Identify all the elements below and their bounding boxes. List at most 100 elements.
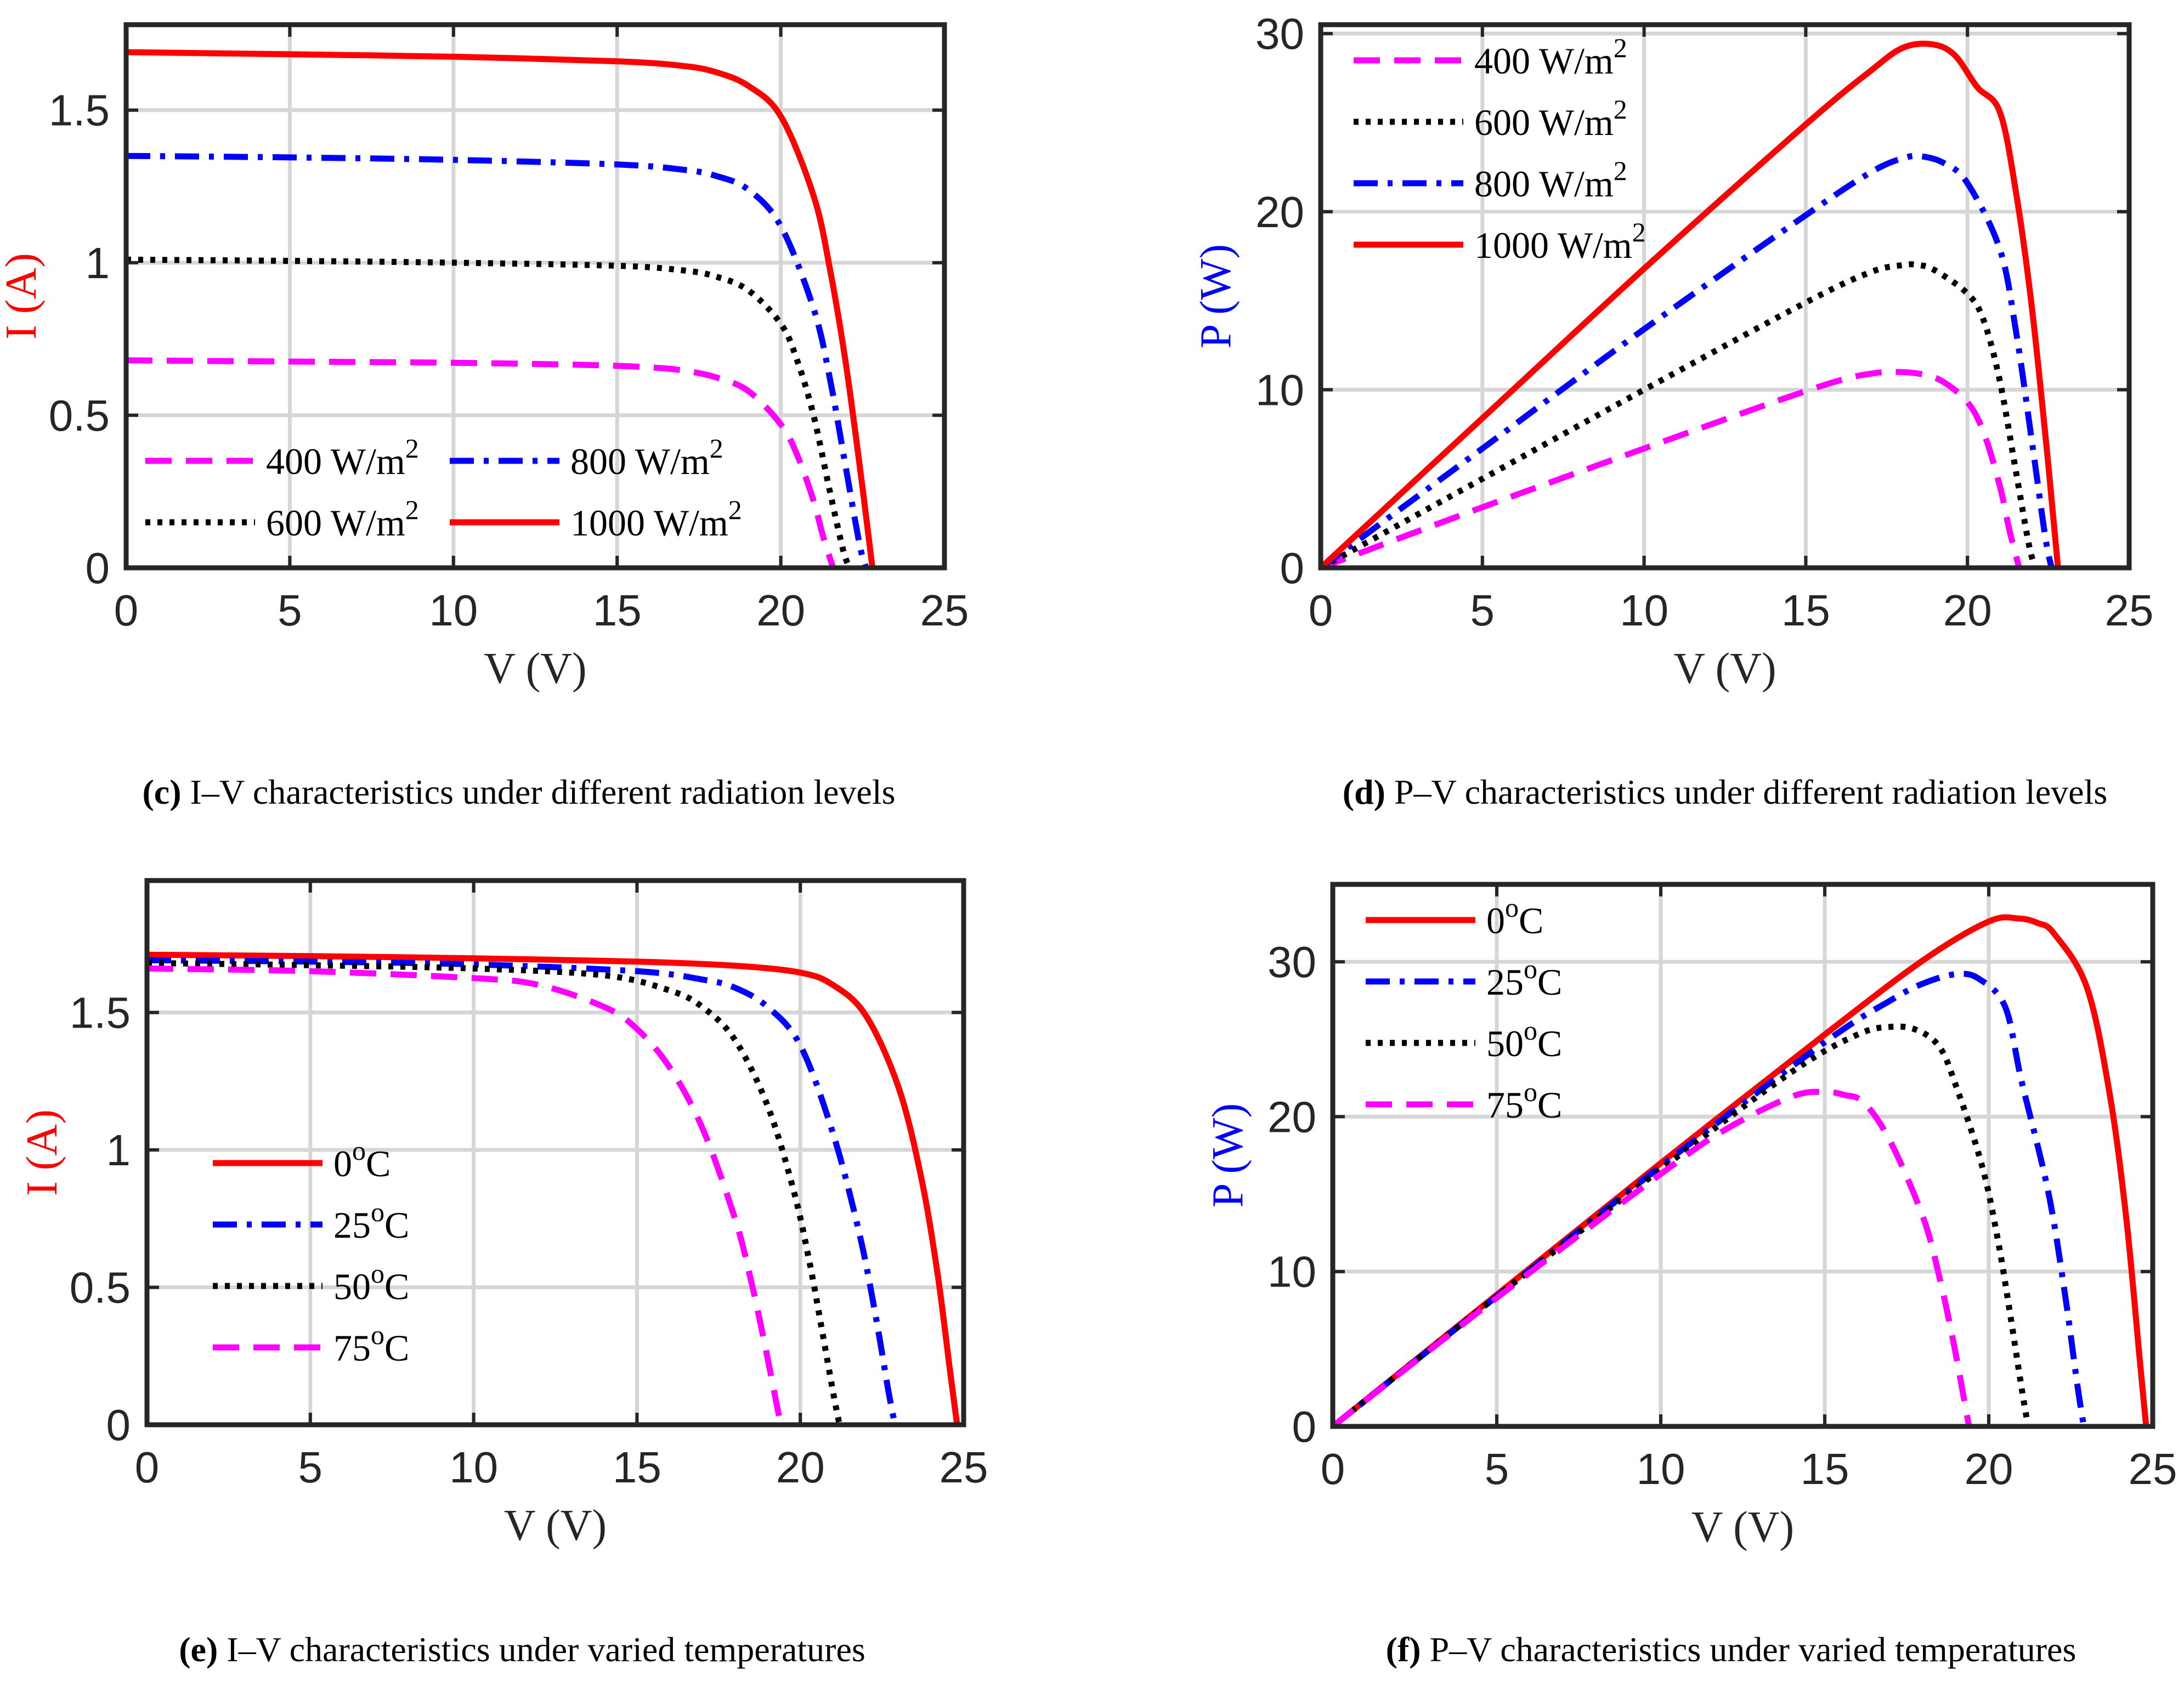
legend-label: 400 W/m2 — [266, 433, 419, 482]
x-tick-label: 10 — [1620, 586, 1668, 635]
legend-label-superscript: o — [1505, 892, 1519, 923]
legend-label-text: 1000 W/m — [1474, 224, 1632, 266]
legend-label-text: 0 — [1486, 900, 1505, 941]
legend-label-superscript: o — [371, 1197, 384, 1227]
x-tick-label: 5 — [298, 1443, 323, 1492]
y-tick-label: 1 — [86, 239, 110, 287]
legend-label-superscript: o — [371, 1258, 384, 1289]
y-tick-label: 0.5 — [70, 1263, 131, 1312]
plot-area — [1333, 884, 2153, 1426]
legend-label-text: 75 — [1486, 1084, 1524, 1126]
x-tick-label: 0 — [1309, 586, 1333, 635]
legend-label-unit: C — [1519, 900, 1543, 941]
legend-label-superscript: 2 — [405, 494, 419, 525]
x-tick-label: 15 — [613, 1443, 661, 1492]
legend-label: 50oC — [333, 1258, 409, 1307]
legend-label-superscript: o — [352, 1135, 366, 1166]
series-line — [1321, 261, 2039, 568]
legend-label-superscript: o — [1524, 953, 1537, 984]
legend-label-text: 400 W/m — [266, 441, 405, 482]
legend-label-unit: C — [1537, 1084, 1562, 1126]
legend-label: 0oC — [1486, 892, 1543, 941]
series-line — [126, 49, 876, 568]
legend-label-superscript: 2 — [1614, 94, 1627, 125]
legend-label-superscript: 2 — [728, 494, 742, 525]
panel-caption-letter: (f) — [1386, 1630, 1421, 1669]
series-line — [147, 965, 784, 1425]
series-line — [1333, 971, 2087, 1426]
plot-area — [126, 25, 944, 568]
x-tick-label: 10 — [1637, 1445, 1685, 1493]
legend-label: 1000 W/m2 — [570, 494, 742, 544]
x-tick-label: 15 — [593, 586, 642, 635]
x-tick-label: 15 — [1801, 1445, 1849, 1493]
legend-label-text: 25 — [333, 1204, 371, 1246]
legend-label: 600 W/m2 — [266, 494, 419, 544]
panel-caption-text: P–V characteristics under varied tempera… — [1421, 1630, 2077, 1669]
legend-label: 800 W/m2 — [570, 433, 723, 482]
legend-label-text: 1000 W/m — [570, 502, 728, 544]
legend-label-unit: C — [384, 1204, 409, 1246]
x-tick-label: 20 — [776, 1443, 825, 1492]
axes-frame — [1318, 22, 2132, 571]
y-tick-label: 20 — [1255, 188, 1304, 236]
panel-caption: (e) I–V characteristics under varied tem… — [179, 1630, 865, 1669]
legend-label-text: 800 W/m — [570, 441, 710, 482]
panel-caption-text: P–V characteristics under different radi… — [1385, 772, 2107, 811]
legend-label-unit: C — [384, 1266, 409, 1307]
legend-label-text: 75 — [333, 1327, 371, 1369]
legend-label-superscript: o — [1524, 1015, 1537, 1046]
x-tick-label: 10 — [429, 586, 478, 635]
x-tick-label: 25 — [2105, 586, 2154, 635]
y-tick-label: 0 — [106, 1401, 131, 1449]
panel-caption-letter: (d) — [1343, 772, 1385, 811]
y-tick-label: 30 — [1255, 9, 1304, 58]
y-tick-label: 10 — [1268, 1248, 1316, 1296]
legend-label-text: 50 — [1486, 1023, 1524, 1064]
legend-label-superscript: 2 — [1632, 217, 1646, 247]
x-tick-label: 5 — [1470, 586, 1495, 635]
x-tick-label: 0 — [135, 1443, 160, 1492]
axes-frame — [1330, 882, 2155, 1429]
legend-label-text: 0 — [333, 1143, 352, 1184]
legend-label-superscript: 2 — [1614, 155, 1627, 186]
y-axis-label: P (W) — [1204, 1103, 1252, 1208]
x-axis-label: V (V) — [1691, 1503, 1794, 1551]
panel-caption-text: I–V characteristics under different radi… — [182, 772, 896, 811]
y-tick-label: 0 — [1292, 1402, 1317, 1451]
series-line — [126, 256, 853, 568]
legend-label-unit: C — [1537, 1023, 1562, 1064]
y-tick-label: 1.5 — [70, 988, 131, 1037]
panel-caption-letter: (e) — [179, 1630, 218, 1669]
series-line — [1321, 369, 2022, 568]
legend-label: 0oC — [333, 1135, 391, 1184]
x-tick-label: 5 — [1485, 1445, 1509, 1493]
plot-area — [1321, 25, 2129, 568]
axes-frame — [123, 22, 947, 571]
legend-label: 25oC — [1486, 953, 1562, 1003]
legend-label-superscript: o — [1524, 1076, 1537, 1107]
x-axis-label: V (V) — [504, 1502, 607, 1550]
legend-label-unit: C — [1537, 961, 1562, 1003]
x-tick-label: 25 — [2129, 1445, 2177, 1493]
panel-caption-letter: (c) — [142, 772, 181, 811]
y-tick-label: 0 — [1280, 544, 1305, 593]
x-tick-label: 15 — [1781, 586, 1830, 635]
x-tick-label: 25 — [940, 1443, 988, 1492]
legend-label: 800 W/m2 — [1474, 155, 1627, 205]
legend-label-superscript: 2 — [1614, 32, 1627, 63]
legend-label-superscript: 2 — [405, 433, 419, 464]
x-tick-label: 20 — [1943, 586, 1992, 635]
series-line — [1321, 41, 2061, 568]
legend-label: 25oC — [333, 1197, 409, 1246]
series-line — [147, 951, 960, 1425]
legend-label: 400 W/m2 — [1474, 32, 1627, 82]
series-line — [147, 957, 898, 1425]
y-tick-label: 10 — [1255, 365, 1304, 414]
